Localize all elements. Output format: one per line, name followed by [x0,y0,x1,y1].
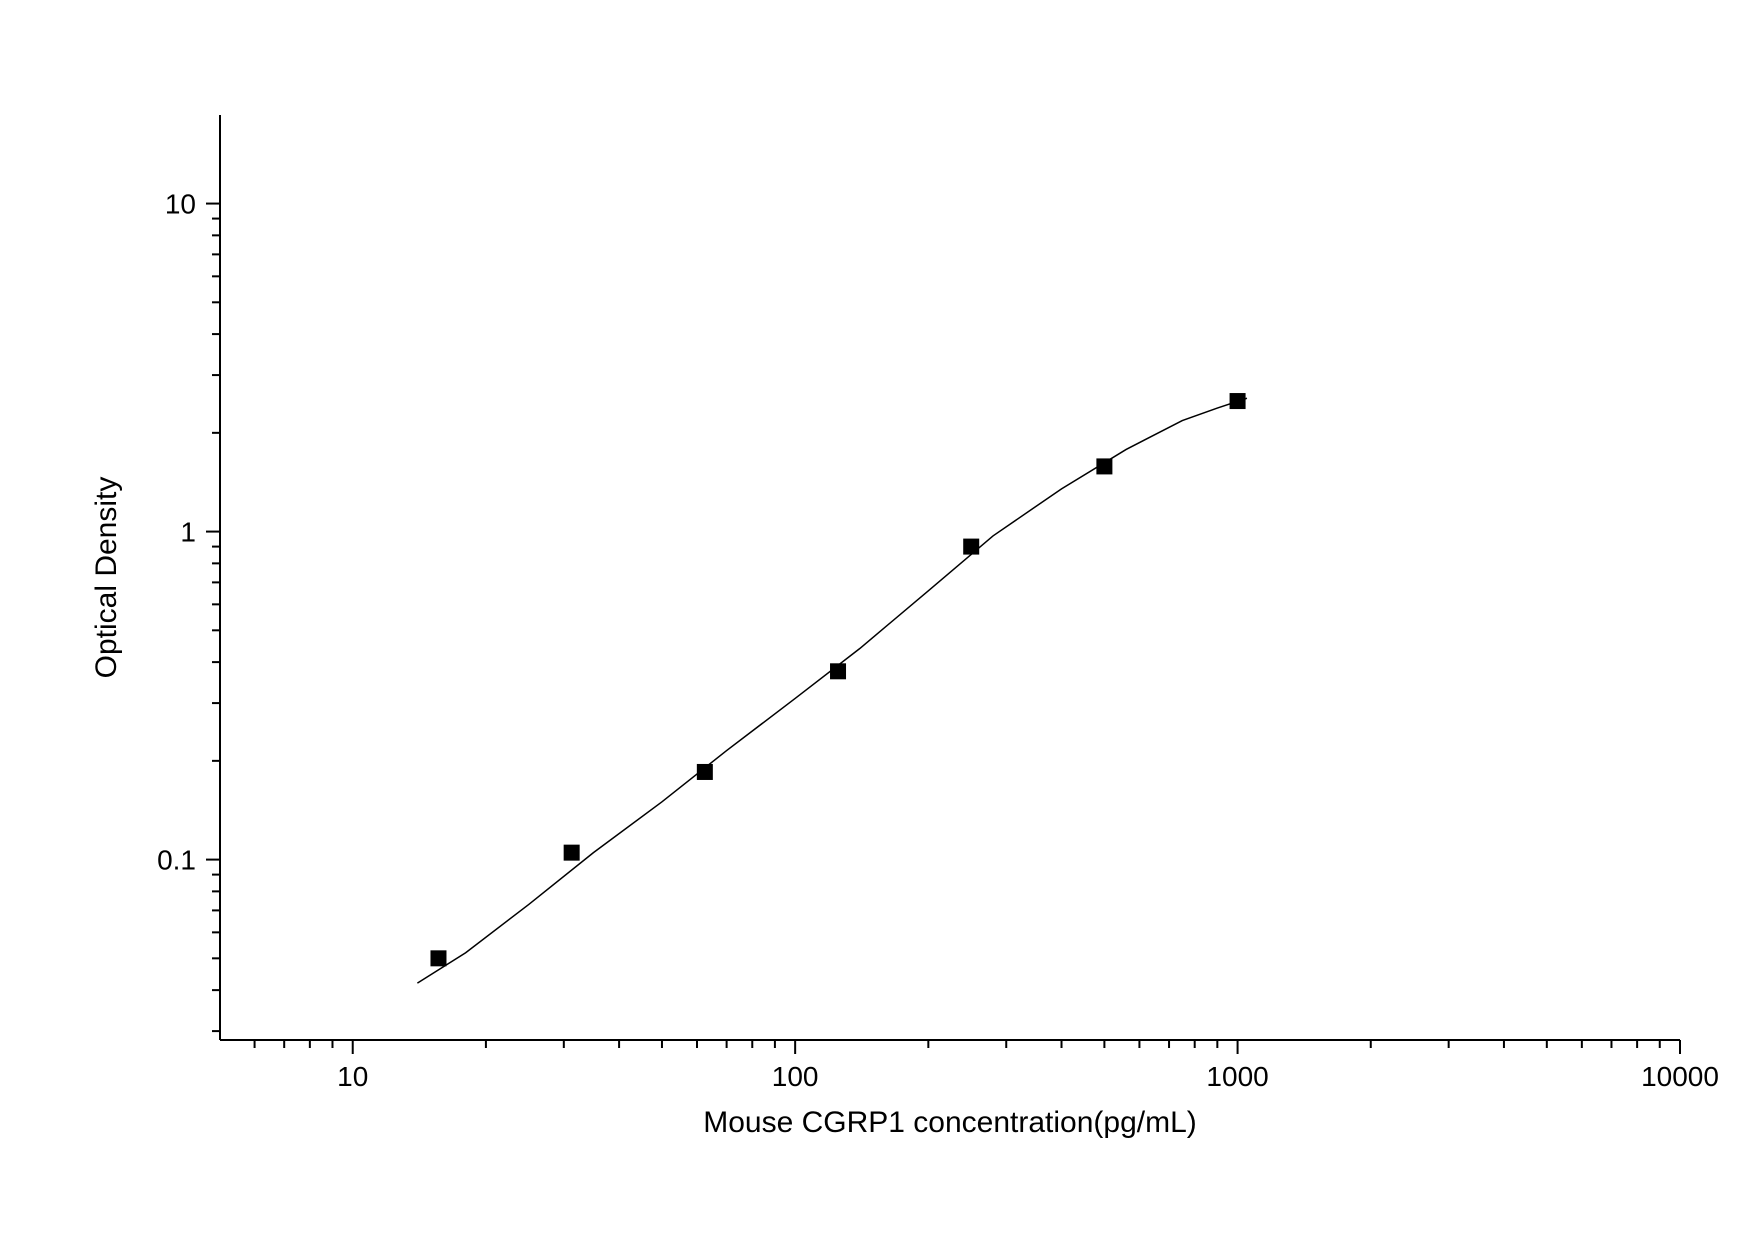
data-marker [1230,393,1246,409]
fit-curve [417,398,1247,983]
data-marker [830,663,846,679]
y-tick-label: 0.1 [157,844,196,875]
x-tick-label: 10 [337,1061,368,1092]
y-tick-label: 10 [165,188,196,219]
standard-curve-chart: 10 100 1000 10000 0.1 1 10 Mouse CGRP1 concentr… [0,0,1755,1240]
data-marker [1096,458,1112,474]
data-marker [430,950,446,966]
y-axis-label: Optical Density [90,477,123,679]
chart-container: 10 100 1000 10000 0.1 1 10 Mouse CGRP1 concentr… [0,0,1755,1240]
data-marker [697,764,713,780]
y-tick-label: 1 [180,516,196,547]
x-tick-label: 10000 [1641,1061,1719,1092]
data-marker [564,845,580,861]
x-tick-label: 100 [772,1061,819,1092]
x-tick-label: 1000 [1206,1061,1268,1092]
x-axis-label: Mouse CGRP1 concentration(pg/mL) [703,1106,1197,1139]
data-marker [963,539,979,555]
